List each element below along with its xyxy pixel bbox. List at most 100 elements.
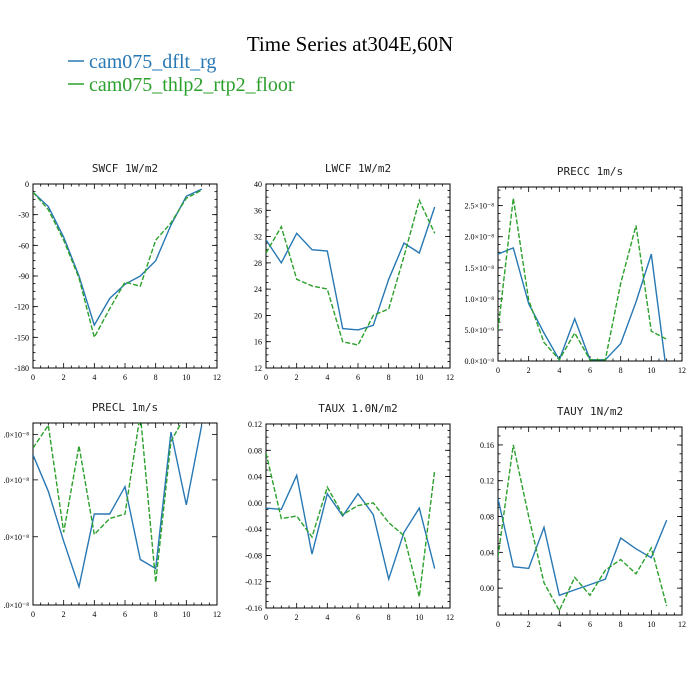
x-tick-label: 4 (92, 610, 96, 619)
y-tick-label: 12 (254, 364, 262, 373)
series-line-1 (266, 473, 436, 582)
x-tick-label: 12 (213, 610, 221, 619)
x-tick-label: 0 (31, 373, 35, 382)
x-tick-label: 0 (264, 613, 268, 622)
x-tick-label: 12 (678, 620, 686, 629)
y-tick-label: 0.00 (480, 584, 494, 593)
x-tick-label: 4 (557, 620, 561, 629)
y-tick-label: -0.08 (245, 551, 262, 560)
series-line-2 (33, 423, 202, 583)
x-tick-label: 4 (325, 373, 329, 382)
panel-title: PRECL 1m/s (92, 401, 158, 414)
y-tick-label: .0×10⁻⁸ (3, 476, 29, 485)
y-tick-label: 0.04 (248, 473, 262, 482)
x-tick-label: 6 (588, 620, 592, 629)
y-tick-label: 24 (254, 285, 262, 294)
y-tick-label: 0.04 (480, 548, 494, 557)
x-tick-label: 8 (154, 373, 158, 382)
x-tick-label: 2 (295, 373, 299, 382)
x-tick-label: 8 (154, 610, 158, 619)
x-tick-label: 8 (619, 620, 623, 629)
y-tick-label: 32 (254, 233, 262, 242)
y-tick-label: 2.5×10⁻⁸ (464, 202, 494, 211)
series-line-1 (498, 498, 668, 597)
y-tick-label: 0.0×10⁻⁸ (464, 357, 494, 366)
x-tick-label: 2 (527, 366, 531, 375)
x-tick-label: 8 (387, 373, 391, 382)
panel-title: PRECC 1m/s (557, 165, 623, 178)
x-tick-label: 0 (264, 373, 268, 382)
y-tick-label: -0.04 (245, 525, 262, 534)
legend-label-1: cam075_dflt_rg (89, 51, 216, 73)
panel-title: SWCF 1W/m2 (92, 162, 158, 175)
y-tick-label: -0.16 (245, 604, 262, 613)
y-tick-label: -90 (18, 272, 29, 281)
y-tick-label: .0×10⁻⁸ (3, 601, 29, 610)
y-tick-label: 20 (254, 311, 262, 320)
series-line-1 (266, 206, 436, 331)
y-tick-label: 1.0×10⁻⁸ (464, 295, 494, 304)
x-tick-label: 10 (182, 610, 190, 619)
x-tick-label: 10 (647, 620, 655, 629)
series-line-1 (33, 425, 203, 590)
series-line-2 (33, 189, 203, 340)
x-tick-label: 0 (496, 366, 500, 375)
y-tick-label: 40 (254, 180, 262, 189)
x-tick-label: 0 (496, 620, 500, 629)
series-line-2 (266, 452, 436, 597)
y-tick-label: 16 (254, 338, 262, 347)
y-tick-label: -60 (18, 241, 29, 250)
x-tick-label: 10 (415, 373, 423, 382)
y-tick-label: 0 (25, 180, 29, 189)
x-tick-label: 2 (527, 620, 531, 629)
panel-5: TAUX 1.0N/m2 0 2 4 6 8 10 12 -0.16 -0.12 -0.08 -0.0… (245, 402, 454, 622)
legend-entry-2: cam075_thlp2_rtp2_floor (68, 74, 295, 96)
x-tick-label: 6 (123, 373, 127, 382)
x-tick-label: 12 (446, 373, 454, 382)
x-tick-label: 6 (123, 610, 127, 619)
y-tick-label: 2.0×10⁻⁸ (464, 233, 494, 242)
legend-label-2: cam075_thlp2_rtp2_floor (89, 74, 295, 96)
series-line-1 (33, 188, 202, 327)
x-tick-label: 2 (62, 373, 66, 382)
y-tick-label: 0.08 (480, 513, 494, 522)
y-tick-label: .0×10⁻⁸ (3, 430, 29, 439)
y-tick-label: -30 (18, 211, 29, 220)
x-tick-label: 8 (619, 366, 623, 375)
plot-frame (32, 183, 218, 369)
y-tick-label: 36 (254, 206, 262, 215)
y-tick-label: -120 (14, 303, 29, 312)
series-line-1 (498, 246, 666, 361)
x-tick-label: 4 (92, 373, 96, 382)
y-tick-label: .0×10⁻⁸ (3, 533, 29, 542)
x-tick-label: 4 (325, 613, 329, 622)
x-tick-label: 6 (356, 373, 360, 382)
y-tick-label: 0.12 (480, 477, 494, 486)
series-line-2 (498, 198, 668, 361)
x-tick-label: 10 (182, 373, 190, 382)
plot-frame (497, 426, 683, 616)
series-line-2 (266, 198, 436, 346)
y-tick-label: 0.12 (248, 420, 262, 429)
panel-4: PRECL 1m/s 0 2 4 6 8 10 12 .0×10⁻⁸ .0×10⁻⁸ .0×10⁻⁸… (3, 401, 221, 619)
panels: SWCF 1W/m20 2 4 6 8 10 12-180-150-120-90-60-30… (3, 162, 686, 629)
y-tick-label: 0.00 (248, 499, 262, 508)
y-tick-label: 0.16 (480, 441, 494, 450)
legend-entry-1: cam075_dflt_rg (68, 51, 216, 73)
x-tick-label: 6 (588, 366, 592, 375)
y-tick-label: -180 (14, 364, 29, 373)
panel-3: PRECC 1m/s 0 2 4 6 8 10 12 0.0×10⁻⁸ 5.0×10⁻⁹ 1.0×1… (464, 165, 686, 375)
panel-6: TAUY 1N/m2 0 2 4 6 8 10 12 0.00 0.04 0.08 0.12 0.16 (480, 405, 686, 629)
y-tick-label: 28 (254, 259, 262, 268)
x-tick-label: 2 (295, 613, 299, 622)
y-tick-label: -0.12 (245, 578, 262, 587)
x-tick-label: 12 (446, 613, 454, 622)
x-tick-label: 12 (678, 366, 686, 375)
panel-title: LWCF 1W/m2 (325, 162, 391, 175)
y-tick-label: 1.5×10⁻⁸ (464, 264, 494, 273)
panel-1: SWCF 1W/m2 0 2 4 6 8 10 12 -180 -150 -120 -90 -60 -30… (14, 162, 221, 382)
panel-title: TAUY 1N/m2 (557, 405, 623, 418)
y-tick-label: 0.08 (248, 446, 262, 455)
